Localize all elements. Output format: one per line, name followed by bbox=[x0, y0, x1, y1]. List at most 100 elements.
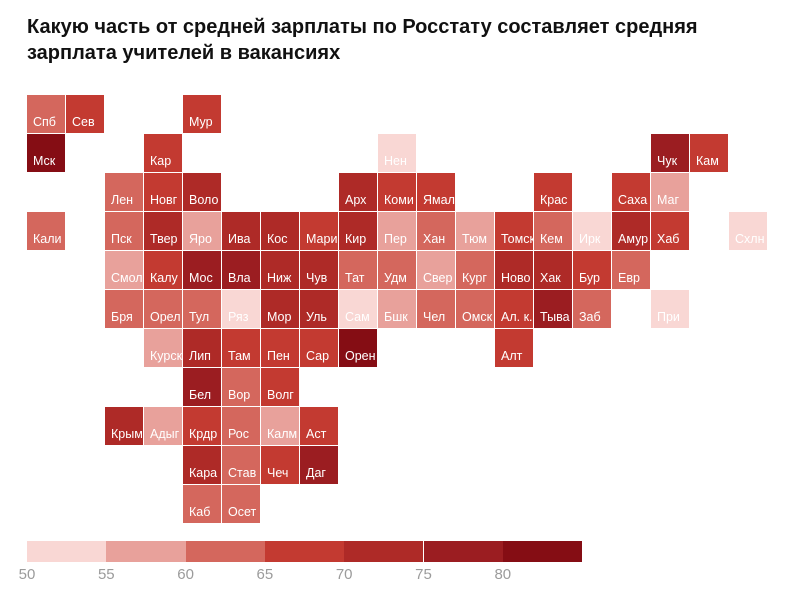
region-tile: Хак bbox=[534, 251, 572, 289]
region-tile: Спб bbox=[27, 95, 65, 133]
region-tile: Крас bbox=[534, 173, 572, 211]
region-tile: Крдр bbox=[183, 407, 221, 445]
region-tile: Маг bbox=[651, 173, 689, 211]
legend-tick-label: 60 bbox=[177, 566, 194, 583]
region-tile: Ирк bbox=[573, 212, 611, 250]
region-label: Заб bbox=[579, 310, 601, 324]
region-tile: Арх bbox=[339, 173, 377, 211]
region-label: Томск bbox=[501, 232, 535, 246]
region-label: Хан bbox=[423, 232, 446, 246]
region-tile: Воло bbox=[183, 173, 221, 211]
region-tile: Кем bbox=[534, 212, 572, 250]
region-tile: Нен bbox=[378, 134, 416, 172]
region-label: Осет bbox=[228, 505, 257, 519]
legend-color-band bbox=[502, 541, 583, 562]
region-label: Сар bbox=[306, 349, 330, 363]
region-label: Курск bbox=[150, 349, 183, 363]
region-label: Чеч bbox=[267, 466, 289, 480]
region-tile: Удм bbox=[378, 251, 416, 289]
region-tile: Пск bbox=[105, 212, 143, 250]
region-tile: Свер bbox=[417, 251, 455, 289]
region-label: Калм bbox=[267, 427, 298, 441]
region-tile: Ниж bbox=[261, 251, 299, 289]
region-label: Лен bbox=[111, 193, 134, 207]
region-label: Кем bbox=[540, 232, 563, 246]
region-tile: Кар bbox=[144, 134, 182, 172]
region-label: Удм bbox=[384, 271, 407, 285]
region-tile: Даг bbox=[300, 446, 338, 484]
region-tile: Пен bbox=[261, 329, 299, 367]
region-label: При bbox=[657, 310, 680, 324]
region-tile: Томск bbox=[495, 212, 535, 250]
region-tile: Амур bbox=[612, 212, 650, 250]
region-label: Пск bbox=[111, 232, 132, 246]
legend-tick-label: 65 bbox=[256, 566, 274, 583]
region-tile: При bbox=[651, 290, 689, 328]
region-tile: Лен bbox=[105, 173, 143, 211]
region-label: Алт bbox=[501, 349, 523, 363]
region-label: Волг bbox=[267, 388, 294, 402]
region-label: Уль bbox=[306, 310, 327, 324]
region-label: Бел bbox=[189, 388, 212, 402]
region-tile: Бря bbox=[105, 290, 143, 328]
region-label: Сев bbox=[72, 115, 95, 129]
region-tile: Евр bbox=[612, 251, 650, 289]
legend-color-band bbox=[106, 541, 186, 562]
region-label: Рос bbox=[228, 427, 249, 441]
region-label: Новг bbox=[150, 193, 178, 207]
region-tile: Саха bbox=[612, 173, 650, 211]
region-label: Воло bbox=[189, 193, 219, 207]
legend-tick-label: 55 bbox=[97, 566, 115, 583]
legend-tick-label: 70 bbox=[335, 566, 353, 583]
region-tile: Кара bbox=[183, 446, 221, 484]
region-label: Кара bbox=[189, 466, 218, 480]
region-label: Крым bbox=[111, 427, 143, 441]
region-label: Хаб bbox=[657, 232, 680, 246]
region-tile: Орен bbox=[339, 329, 377, 367]
region-label: Мор bbox=[267, 310, 292, 324]
region-label: Вор bbox=[228, 388, 251, 402]
region-label: Амур bbox=[618, 232, 649, 246]
region-label: Каб bbox=[189, 505, 211, 519]
region-tile: Вор bbox=[222, 368, 260, 406]
region-label: Крас bbox=[540, 193, 568, 207]
region-tile: Калм bbox=[261, 407, 299, 445]
region-label: Мос bbox=[189, 271, 213, 285]
region-tile: Сев bbox=[66, 95, 104, 133]
region-label: Бур bbox=[579, 271, 600, 285]
region-label: Саха bbox=[618, 193, 648, 207]
region-tile: Тул bbox=[183, 290, 221, 328]
region-tile: Коми bbox=[378, 173, 416, 211]
region-label: Аст bbox=[306, 427, 327, 441]
region-tile: Мари bbox=[300, 212, 338, 250]
region-label: Ал. к. bbox=[501, 310, 533, 324]
region-label: Чел bbox=[423, 310, 446, 324]
region-tile: Уль bbox=[300, 290, 338, 328]
region-tile: Каб bbox=[183, 485, 221, 523]
legend-tick-label: 80 bbox=[494, 566, 512, 583]
region-label: Арх bbox=[345, 193, 367, 207]
region-label: Став bbox=[228, 466, 257, 480]
region-tile: Заб bbox=[573, 290, 611, 328]
region-tile: Кам bbox=[690, 134, 728, 172]
region-label: Крдр bbox=[189, 427, 218, 441]
region-label: Адыг bbox=[150, 427, 180, 441]
region-label: Кар bbox=[150, 154, 172, 168]
region-tile: Тыва bbox=[534, 290, 572, 328]
region-tile: Став bbox=[222, 446, 260, 484]
region-tile: Чеч bbox=[261, 446, 299, 484]
region-tile: Чук bbox=[651, 134, 689, 172]
legend-color-band bbox=[27, 541, 107, 562]
region-label: Кос bbox=[267, 232, 288, 246]
legend-color-band bbox=[264, 541, 345, 562]
region-tile: Ново bbox=[495, 251, 533, 289]
region-tile: Адыг bbox=[144, 407, 182, 445]
region-tile: Мск bbox=[27, 134, 65, 172]
region-label: Пер bbox=[384, 232, 407, 246]
legend-color-band bbox=[344, 541, 424, 562]
region-label: Спб bbox=[33, 115, 56, 129]
region-tile: Смол bbox=[105, 251, 143, 289]
region-tile: Ива bbox=[222, 212, 260, 250]
region-label: Смол bbox=[111, 271, 143, 285]
